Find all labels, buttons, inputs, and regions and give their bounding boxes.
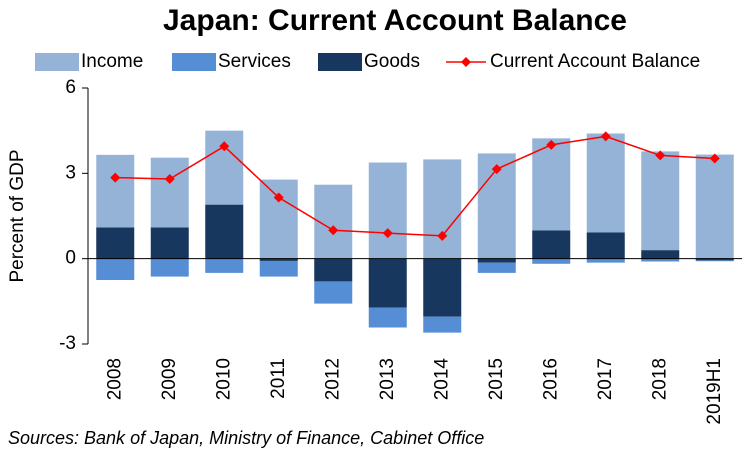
line-marker bbox=[110, 172, 121, 183]
x-tick-label: 2016 bbox=[540, 358, 561, 400]
bar bbox=[368, 162, 407, 259]
bar bbox=[314, 281, 353, 304]
line-marker bbox=[600, 131, 611, 142]
bar bbox=[641, 258, 680, 262]
bar bbox=[259, 179, 298, 259]
line-marker bbox=[273, 192, 284, 203]
line-marker bbox=[328, 225, 339, 236]
bar bbox=[96, 227, 135, 259]
y-axis-label: Percent of GDP bbox=[7, 149, 28, 282]
x-tick-label: 2015 bbox=[486, 358, 507, 400]
line-marker bbox=[219, 141, 230, 152]
y-tick-label: 3 bbox=[65, 162, 76, 183]
y-tick-label: 0 bbox=[65, 248, 76, 269]
x-tick-label: 2009 bbox=[159, 358, 180, 400]
line-marker bbox=[491, 164, 502, 175]
legend-marker bbox=[461, 57, 471, 67]
bar bbox=[641, 151, 680, 251]
line-marker bbox=[655, 150, 666, 161]
bar bbox=[532, 138, 571, 231]
legend-swatch bbox=[318, 53, 362, 71]
bar bbox=[695, 258, 734, 261]
bar bbox=[423, 159, 462, 259]
bar bbox=[150, 157, 189, 228]
x-tick-label: 2011 bbox=[268, 358, 289, 399]
line-marker bbox=[709, 153, 720, 164]
bar bbox=[205, 204, 244, 259]
bar bbox=[532, 258, 571, 264]
bar bbox=[586, 232, 625, 259]
bar bbox=[532, 230, 571, 259]
legend-label: Current Account Balance bbox=[490, 51, 700, 72]
bar bbox=[586, 258, 625, 263]
x-tick-label: 2012 bbox=[322, 358, 343, 400]
legend-label: Services bbox=[218, 51, 291, 72]
bar bbox=[641, 250, 680, 259]
source-note: Sources: Bank of Japan, Ministry of Fina… bbox=[8, 428, 484, 448]
bar bbox=[477, 262, 516, 273]
bar bbox=[314, 258, 353, 282]
line-marker bbox=[164, 174, 175, 185]
chart-title: Japan: Current Account Balance bbox=[163, 4, 627, 37]
x-tick-label: 2008 bbox=[104, 358, 125, 400]
legend-swatch bbox=[35, 53, 79, 71]
bar bbox=[205, 258, 244, 273]
bar bbox=[96, 154, 135, 228]
line-marker bbox=[546, 139, 557, 150]
line bbox=[115, 135, 715, 237]
bar bbox=[695, 154, 734, 259]
line-marker bbox=[437, 230, 448, 241]
bar bbox=[695, 260, 734, 262]
x-tick-label: 2019H1 bbox=[704, 358, 725, 425]
bar bbox=[423, 258, 462, 317]
bar bbox=[150, 227, 189, 259]
line-marker bbox=[382, 228, 393, 239]
bar bbox=[314, 184, 353, 259]
legend-label: Goods bbox=[364, 51, 420, 72]
bar bbox=[259, 260, 298, 277]
bar bbox=[96, 258, 135, 280]
bar bbox=[586, 133, 625, 233]
bar bbox=[423, 316, 462, 333]
x-tick-label: 2010 bbox=[213, 358, 234, 400]
bar bbox=[477, 258, 516, 263]
bar bbox=[368, 258, 407, 308]
y-tick-label: 6 bbox=[65, 77, 76, 98]
legend-label: Income bbox=[81, 51, 143, 72]
x-tick-label: 2013 bbox=[377, 358, 398, 400]
y-tick-label: -3 bbox=[59, 333, 76, 354]
x-tick-label: 2014 bbox=[431, 358, 452, 401]
x-tick-label: 2017 bbox=[595, 358, 616, 400]
bar bbox=[368, 307, 407, 328]
legend-swatch bbox=[172, 53, 216, 71]
bar bbox=[150, 258, 189, 277]
bar bbox=[259, 258, 298, 261]
x-tick-label: 2018 bbox=[649, 358, 670, 400]
